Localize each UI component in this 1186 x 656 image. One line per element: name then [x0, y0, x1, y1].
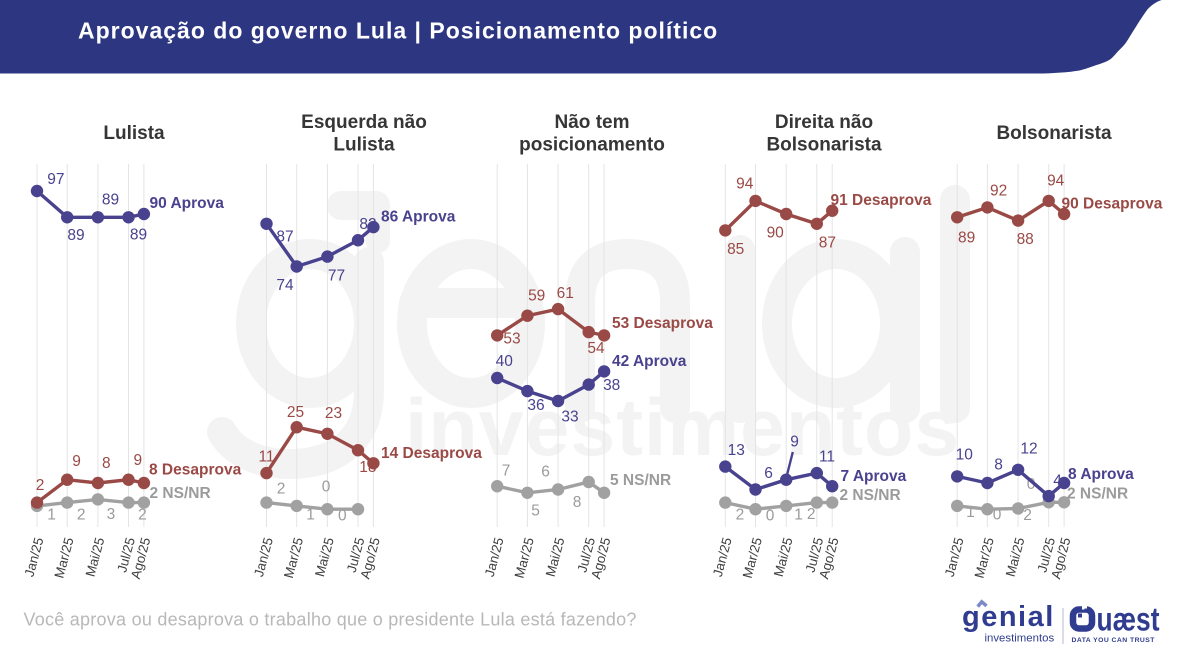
- svg-text:2 NS/NR: 2 NS/NR: [1067, 486, 1128, 503]
- svg-text:91 Desaprova: 91 Desaprova: [831, 192, 932, 209]
- svg-text:investimentos: investimentos: [985, 633, 1055, 645]
- svg-text:4: 4: [1053, 472, 1062, 489]
- svg-text:90: 90: [767, 225, 785, 242]
- svg-text:89: 89: [67, 227, 84, 244]
- svg-text:25: 25: [287, 404, 304, 421]
- svg-text:9: 9: [790, 434, 799, 451]
- svg-text:7: 7: [502, 462, 511, 479]
- svg-text:6: 6: [541, 464, 550, 481]
- svg-text:DATA YOU CAN TRUST: DATA YOU CAN TRUST: [1072, 637, 1156, 644]
- svg-text:8: 8: [102, 455, 111, 472]
- svg-text:2 NS/NR: 2 NS/NR: [150, 485, 211, 502]
- svg-text:42 Aprova: 42 Aprova: [612, 353, 687, 370]
- svg-text:89: 89: [102, 191, 119, 208]
- svg-text:59: 59: [528, 287, 545, 304]
- svg-text:8 Desaprova: 8 Desaprova: [149, 462, 242, 479]
- svg-text:1: 1: [794, 507, 803, 524]
- svg-text:10: 10: [956, 447, 974, 464]
- svg-text:5: 5: [531, 503, 540, 520]
- svg-text:23: 23: [325, 405, 342, 422]
- svg-text:74: 74: [276, 277, 294, 294]
- svg-text:Aprovação do governo Lula | Po: Aprovação do governo Lula | Posicionamen…: [78, 18, 718, 44]
- svg-text:0: 0: [766, 507, 775, 524]
- svg-text:2: 2: [807, 506, 816, 523]
- svg-text:11: 11: [819, 449, 835, 466]
- svg-text:89: 89: [130, 226, 147, 243]
- svg-text:85: 85: [727, 241, 744, 258]
- svg-text:2: 2: [1023, 507, 1032, 524]
- svg-text:Bolsonarista: Bolsonarista: [996, 123, 1112, 144]
- svg-text:0: 0: [322, 478, 331, 495]
- svg-text:53 Desaprova: 53 Desaprova: [612, 315, 713, 332]
- svg-text:1: 1: [306, 507, 315, 524]
- svg-text:33: 33: [561, 409, 578, 426]
- svg-text:6: 6: [764, 465, 773, 482]
- svg-text:53: 53: [503, 330, 520, 347]
- svg-text:9: 9: [133, 452, 142, 469]
- svg-text:8: 8: [573, 494, 582, 511]
- svg-text:94: 94: [1047, 172, 1065, 189]
- svg-text:90 Desaprova: 90 Desaprova: [1062, 196, 1163, 213]
- svg-text:86 Aprova: 86 Aprova: [381, 209, 456, 226]
- svg-text:97: 97: [47, 171, 64, 188]
- svg-text:1: 1: [966, 504, 975, 521]
- svg-text:61: 61: [557, 285, 574, 302]
- svg-text:genial: genial: [962, 601, 1055, 633]
- svg-text:Bolsonarista: Bolsonarista: [766, 134, 882, 155]
- svg-text:36: 36: [527, 397, 544, 414]
- svg-text:posicionamento: posicionamento: [519, 134, 665, 155]
- svg-text:40: 40: [496, 353, 514, 370]
- svg-text:8 Aprova: 8 Aprova: [1068, 466, 1134, 483]
- svg-text:2: 2: [36, 477, 45, 494]
- svg-text:13: 13: [728, 442, 745, 459]
- svg-text:Lulista: Lulista: [333, 134, 395, 155]
- svg-text:9: 9: [72, 453, 81, 470]
- svg-text:uæst: uæst: [1097, 601, 1160, 638]
- svg-text:Lulista: Lulista: [103, 123, 165, 144]
- svg-text:92: 92: [990, 182, 1007, 199]
- svg-text:54: 54: [587, 340, 605, 357]
- svg-text:14 Desaprova: 14 Desaprova: [381, 445, 482, 462]
- svg-text:38: 38: [603, 377, 620, 394]
- svg-text:87: 87: [819, 235, 836, 252]
- svg-text:investimentos: investimentos: [405, 383, 960, 473]
- svg-text:90 Aprova: 90 Aprova: [150, 195, 225, 212]
- svg-text:2 NS/NR: 2 NS/NR: [840, 487, 901, 504]
- svg-text:3: 3: [107, 506, 116, 523]
- svg-text:Esquerda não: Esquerda não: [301, 112, 427, 133]
- svg-text:77: 77: [328, 267, 345, 284]
- svg-text:88: 88: [1017, 231, 1034, 248]
- svg-text:0: 0: [993, 506, 1002, 523]
- svg-text:12: 12: [1020, 441, 1037, 458]
- svg-text:0: 0: [338, 507, 347, 524]
- svg-text:2: 2: [77, 507, 86, 524]
- svg-text:89: 89: [958, 230, 975, 247]
- svg-text:94: 94: [736, 175, 754, 192]
- svg-text:2: 2: [736, 507, 745, 524]
- svg-text:1: 1: [47, 507, 56, 524]
- svg-text:2: 2: [277, 481, 286, 498]
- svg-text:Você aprova ou desaprova o tra: Você aprova ou desaprova o trabalho que …: [24, 610, 637, 630]
- svg-text:2: 2: [138, 507, 147, 524]
- svg-text:Direita não: Direita não: [775, 112, 873, 133]
- svg-text:0: 0: [1027, 476, 1036, 493]
- svg-text:Não tem: Não tem: [555, 112, 630, 133]
- svg-text:5 NS/NR: 5 NS/NR: [610, 472, 671, 489]
- svg-text:8: 8: [994, 457, 1003, 474]
- svg-text:11: 11: [258, 448, 274, 465]
- svg-text:7 Aprova: 7 Aprova: [841, 468, 907, 485]
